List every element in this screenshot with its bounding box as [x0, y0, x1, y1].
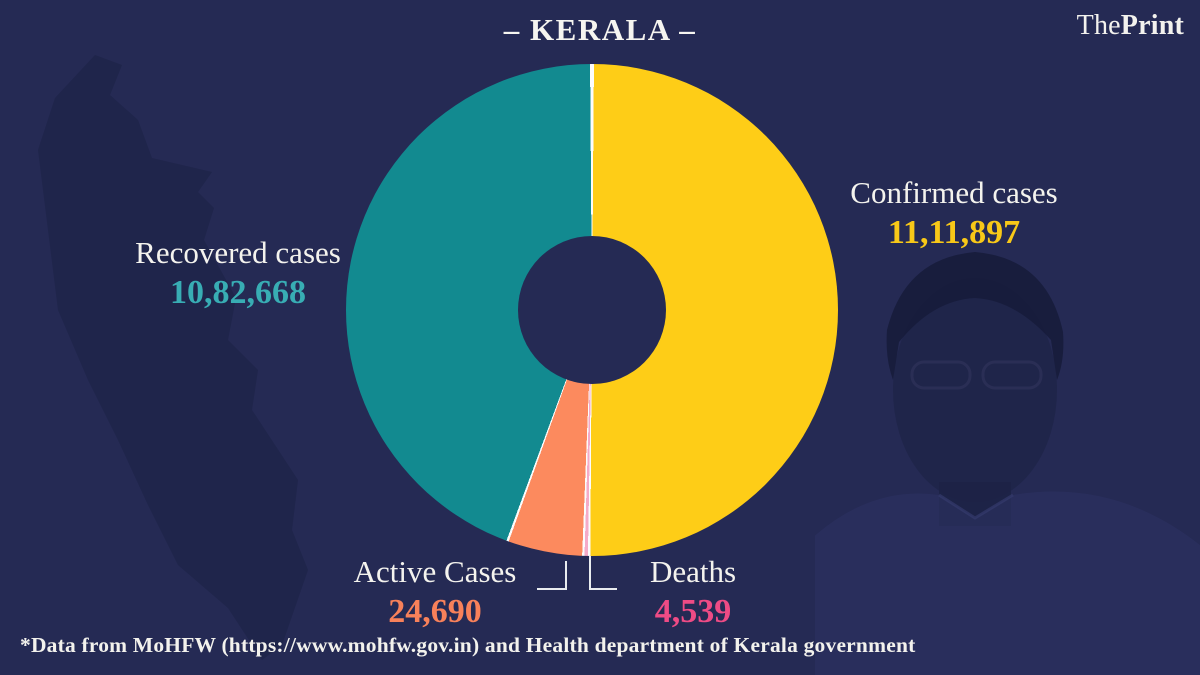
donut-hole: [518, 236, 666, 384]
confirmed-cases-callout: Confirmed cases 11,11,897: [774, 175, 1134, 251]
active-cases-leader-line-vertical: [565, 561, 567, 590]
brand-regular: The: [1076, 10, 1121, 41]
source-note: *Data from MoHFW (https://www.mohfw.gov.…: [20, 633, 916, 657]
page-title: – KERALA –: [503, 12, 697, 47]
active-cases-callout: Active Cases 24,690: [285, 554, 585, 630]
deaths-callout: Deaths 4,539: [543, 554, 843, 630]
recovered-cases-value: 10,82,668: [170, 273, 306, 311]
active-cases-label: Active Cases: [353, 554, 517, 589]
deaths-value: 4,539: [654, 592, 732, 630]
kerala-map-silhouette: [38, 55, 308, 660]
recovered-cases-label: Recovered cases: [135, 235, 341, 270]
recovered-cases-callout: Recovered cases 10,82,668: [58, 235, 418, 311]
deaths-label: Deaths: [649, 554, 737, 589]
confirmed-cases-value: 11,11,897: [887, 213, 1021, 251]
active-cases-leader-line-horizontal: [537, 588, 567, 590]
theprint-logo: ThePrint: [1077, 10, 1184, 42]
donut-chart: [346, 64, 838, 556]
active-cases-value: 24,690: [388, 592, 482, 630]
confirmed-cases-label: Confirmed cases: [850, 175, 1058, 210]
portrait-silhouette: [815, 252, 1200, 675]
brand-bold: Print: [1120, 10, 1184, 41]
deaths-leader-line-horizontal: [590, 588, 617, 590]
deaths-leader-line-vertical: [589, 556, 591, 590]
